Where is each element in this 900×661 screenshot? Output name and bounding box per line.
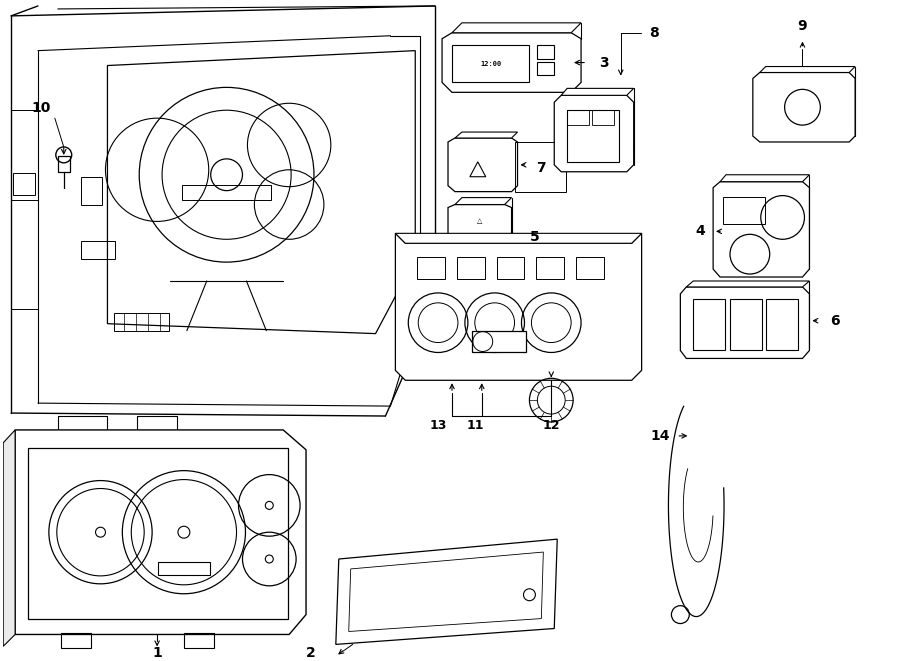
Bar	[537, 61, 554, 75]
Bar	[576, 257, 604, 279]
Bar	[418, 257, 445, 279]
Circle shape	[95, 527, 105, 537]
Polygon shape	[15, 430, 306, 635]
Bar	[515, 142, 566, 192]
Polygon shape	[554, 95, 634, 172]
Polygon shape	[455, 198, 511, 204]
Text: △: △	[477, 218, 482, 225]
Text: 5: 5	[529, 230, 539, 245]
Bar	[497, 257, 525, 279]
Polygon shape	[752, 73, 855, 142]
Bar	[536, 257, 564, 279]
Bar	[452, 45, 529, 83]
Bar	[81, 176, 103, 204]
Bar	[81, 241, 115, 259]
Text: 11: 11	[466, 420, 483, 432]
Bar	[158, 562, 210, 575]
Text: 7: 7	[536, 161, 546, 175]
Bar	[182, 184, 271, 200]
Text: 3: 3	[599, 56, 608, 69]
Bar	[766, 299, 797, 350]
Text: 10: 10	[32, 101, 50, 115]
Bar	[61, 633, 91, 648]
Polygon shape	[395, 233, 642, 380]
Bar	[14, 173, 35, 194]
Bar	[592, 110, 614, 125]
Polygon shape	[452, 23, 581, 33]
Bar	[114, 313, 169, 330]
Bar	[184, 633, 213, 648]
Polygon shape	[680, 287, 809, 358]
Polygon shape	[455, 132, 517, 138]
Polygon shape	[336, 539, 557, 644]
Circle shape	[178, 526, 190, 538]
Polygon shape	[448, 138, 518, 192]
Polygon shape	[4, 430, 15, 646]
Text: 8: 8	[649, 26, 659, 40]
Text: 2: 2	[306, 646, 316, 660]
Text: 9: 9	[797, 19, 807, 33]
Polygon shape	[395, 233, 642, 243]
Text: 1: 1	[152, 646, 162, 660]
Bar	[58, 156, 69, 172]
Text: 12: 12	[543, 420, 560, 432]
Text: 4: 4	[696, 224, 705, 239]
Text: 12:00: 12:00	[480, 61, 501, 67]
Polygon shape	[562, 89, 634, 95]
Bar	[472, 330, 526, 352]
Polygon shape	[720, 175, 809, 182]
Bar	[730, 299, 761, 350]
Text: 13: 13	[429, 420, 446, 432]
Bar	[537, 45, 554, 59]
Polygon shape	[760, 67, 855, 73]
Text: 14: 14	[651, 429, 670, 443]
Bar	[567, 110, 589, 125]
Polygon shape	[713, 182, 809, 277]
Bar	[693, 299, 725, 350]
Bar	[457, 257, 485, 279]
Polygon shape	[442, 33, 581, 93]
Polygon shape	[448, 204, 511, 267]
Bar	[567, 110, 619, 162]
Polygon shape	[687, 281, 809, 287]
Bar	[723, 196, 765, 224]
Bar	[28, 447, 288, 619]
Text: 6: 6	[831, 314, 840, 328]
